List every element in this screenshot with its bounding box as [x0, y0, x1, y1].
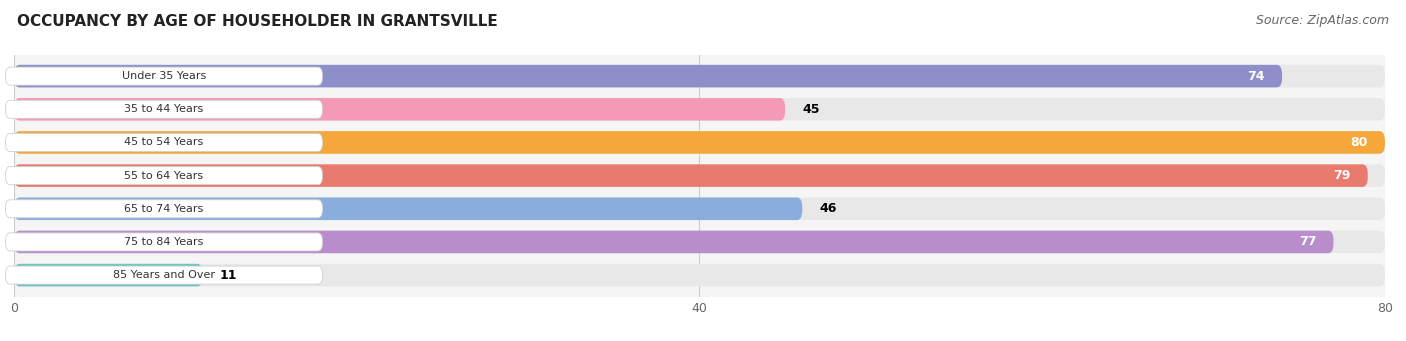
FancyBboxPatch shape: [14, 231, 1333, 253]
FancyBboxPatch shape: [6, 67, 322, 85]
Text: 11: 11: [219, 269, 238, 282]
FancyBboxPatch shape: [6, 233, 322, 251]
Text: Source: ZipAtlas.com: Source: ZipAtlas.com: [1256, 14, 1389, 27]
Text: 55 to 64 Years: 55 to 64 Years: [125, 170, 204, 181]
Text: Under 35 Years: Under 35 Years: [122, 71, 207, 81]
FancyBboxPatch shape: [6, 133, 322, 151]
FancyBboxPatch shape: [14, 264, 202, 286]
FancyBboxPatch shape: [14, 164, 1368, 187]
FancyBboxPatch shape: [14, 197, 1385, 220]
Text: 80: 80: [1350, 136, 1368, 149]
Text: 65 to 74 Years: 65 to 74 Years: [124, 204, 204, 214]
Text: 79: 79: [1333, 169, 1351, 182]
Text: OCCUPANCY BY AGE OF HOUSEHOLDER IN GRANTSVILLE: OCCUPANCY BY AGE OF HOUSEHOLDER IN GRANT…: [17, 14, 498, 29]
FancyBboxPatch shape: [6, 200, 322, 218]
FancyBboxPatch shape: [14, 231, 1385, 253]
FancyBboxPatch shape: [14, 98, 1385, 121]
Text: 77: 77: [1299, 235, 1316, 249]
FancyBboxPatch shape: [14, 131, 1385, 154]
Text: 45: 45: [803, 103, 820, 116]
Text: 46: 46: [820, 202, 837, 215]
FancyBboxPatch shape: [14, 264, 1385, 286]
FancyBboxPatch shape: [14, 65, 1385, 87]
FancyBboxPatch shape: [14, 98, 785, 121]
Text: 45 to 54 Years: 45 to 54 Years: [124, 137, 204, 147]
FancyBboxPatch shape: [14, 131, 1385, 154]
Text: 35 to 44 Years: 35 to 44 Years: [124, 104, 204, 114]
FancyBboxPatch shape: [14, 164, 1385, 187]
Text: 85 Years and Over: 85 Years and Over: [112, 270, 215, 280]
Text: 74: 74: [1247, 70, 1265, 83]
FancyBboxPatch shape: [14, 197, 803, 220]
FancyBboxPatch shape: [6, 266, 322, 284]
FancyBboxPatch shape: [6, 167, 322, 184]
FancyBboxPatch shape: [14, 65, 1282, 87]
Text: 75 to 84 Years: 75 to 84 Years: [124, 237, 204, 247]
FancyBboxPatch shape: [6, 100, 322, 118]
